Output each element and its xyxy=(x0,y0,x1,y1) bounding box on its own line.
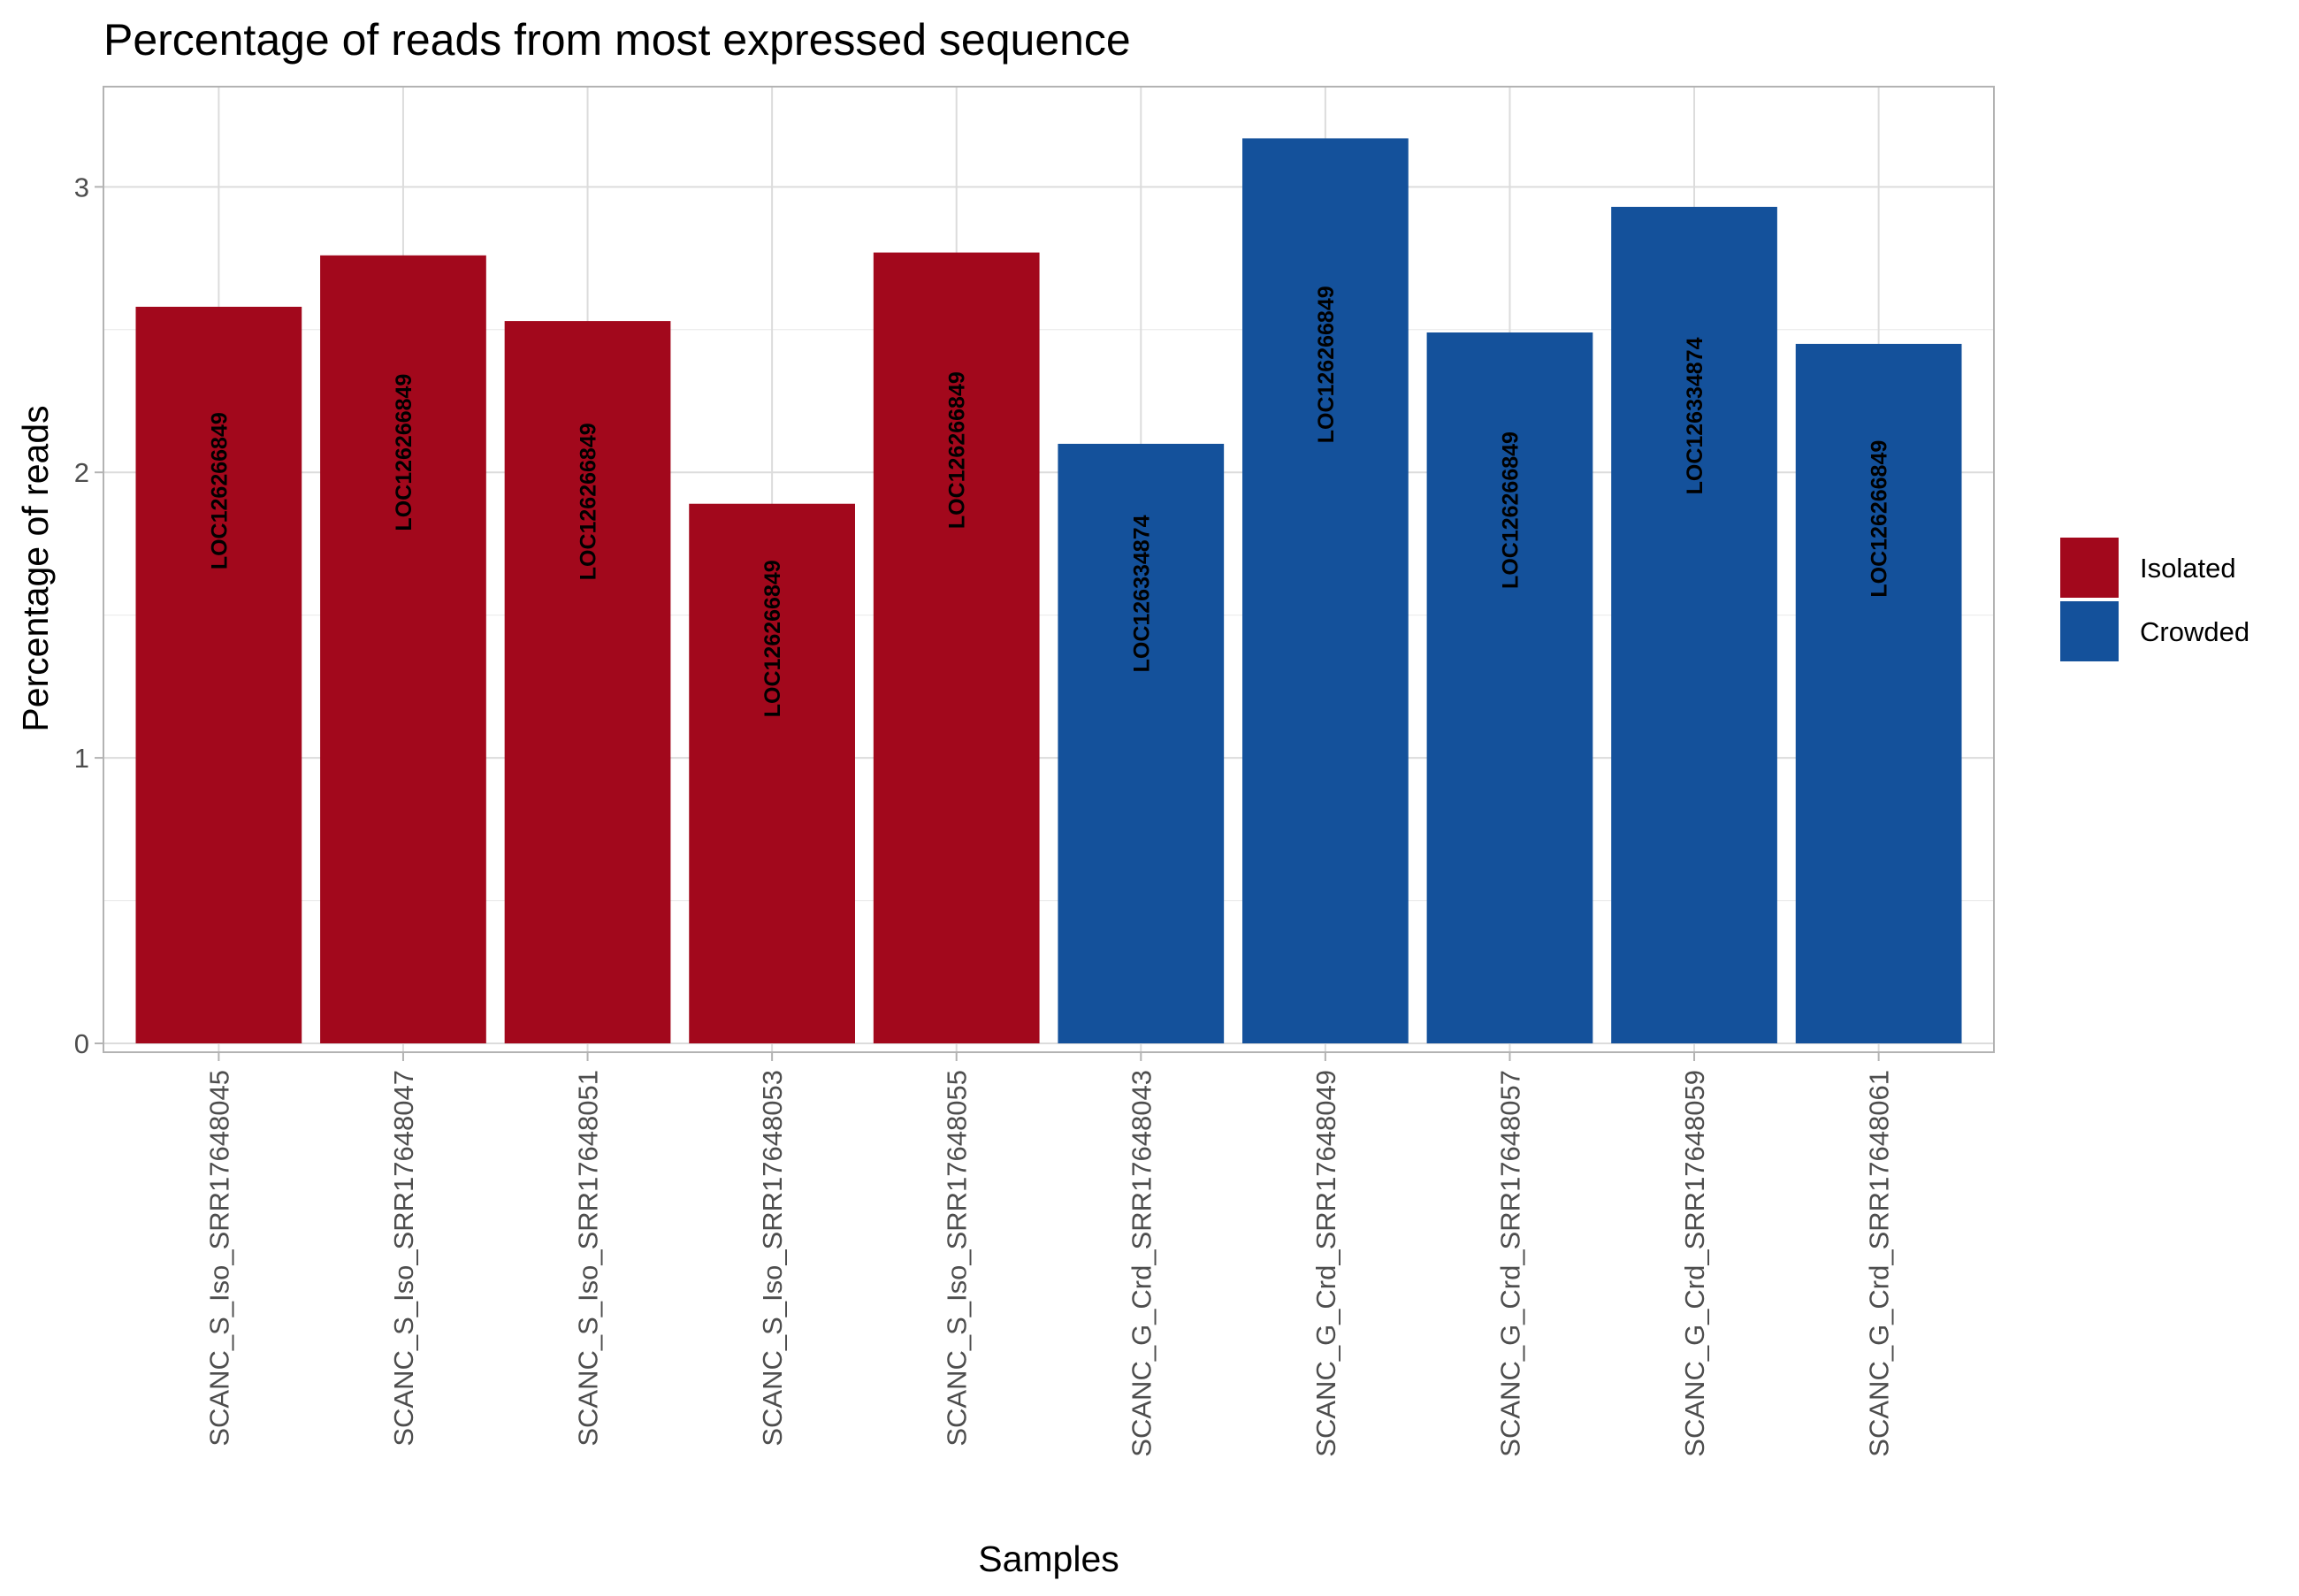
bar-SCANC_S_Iso_SRR17648047 xyxy=(320,255,486,1043)
legend-label: Isolated xyxy=(2140,553,2236,584)
x-tick-label: SCANC_G_Crd_SRR17648049 xyxy=(1310,1070,1341,1457)
bar-label: LOC126266849 xyxy=(1498,431,1523,589)
bar-label: LOC126266849 xyxy=(760,560,785,717)
bar-SCANC_S_Iso_SRR17648055 xyxy=(873,252,1040,1044)
x-tick-label: SCANC_S_Iso_SRR17648047 xyxy=(388,1070,419,1447)
bar-SCANC_G_Crd_SRR17648043 xyxy=(1058,443,1225,1043)
x-tick-label: SCANC_S_Iso_SRR17648051 xyxy=(573,1070,604,1447)
x-axis-title: Samples xyxy=(978,1539,1119,1579)
y-tick-label: 1 xyxy=(74,743,89,774)
bar-label: LOC126266849 xyxy=(1867,440,1892,598)
y-tick-label: 0 xyxy=(74,1028,89,1059)
legend-key-crowded xyxy=(2060,601,2119,661)
x-tick-label: SCANC_G_Crd_SRR17648059 xyxy=(1679,1070,1710,1457)
bar-label: LOC126334874 xyxy=(1129,515,1154,672)
bar-label: LOC126266849 xyxy=(207,412,232,569)
bar-SCANC_S_Iso_SRR17648045 xyxy=(135,306,302,1043)
bar-label: LOC126266849 xyxy=(392,374,416,531)
bar-SCANC_G_Crd_SRR17648057 xyxy=(1426,332,1593,1043)
bar-label: LOC126266849 xyxy=(945,371,970,529)
bar-SCANC_S_Iso_SRR17648053 xyxy=(689,503,855,1043)
plot-border xyxy=(103,86,1995,1053)
x-tick-label: SCANC_G_Crd_SRR17648061 xyxy=(1864,1070,1895,1457)
x-tick-label: SCANC_S_Iso_SRR17648053 xyxy=(757,1070,788,1447)
legend-key-isolated xyxy=(2060,538,2119,598)
y-axis-title: Percentage of reads xyxy=(15,405,56,731)
x-tick-label: SCANC_S_Iso_SRR17648045 xyxy=(203,1070,234,1447)
bar-label: LOC126334874 xyxy=(1683,337,1707,494)
bar-SCANC_S_Iso_SRR17648051 xyxy=(504,321,671,1043)
bar-SCANC_G_Crd_SRR17648049 xyxy=(1242,138,1409,1044)
legend-label: Crowded xyxy=(2140,616,2249,647)
y-tick-label: 2 xyxy=(74,457,89,488)
bar-label: LOC126266849 xyxy=(577,423,601,580)
x-tick-label: SCANC_S_Iso_SRR17648055 xyxy=(942,1070,973,1447)
x-tick-label: SCANC_G_Crd_SRR17648043 xyxy=(1126,1070,1157,1457)
bar-SCANC_G_Crd_SRR17648061 xyxy=(1795,343,1962,1043)
x-tick-label: SCANC_G_Crd_SRR17648057 xyxy=(1494,1070,1525,1457)
chart-title: Percentage of reads from most expressed … xyxy=(103,15,1131,65)
y-tick-label: 3 xyxy=(74,172,89,202)
bar-label: LOC126266849 xyxy=(1314,286,1339,443)
legend: Isolated Crowded xyxy=(2060,538,2249,661)
bar-SCANC_G_Crd_SRR17648059 xyxy=(1611,206,1777,1043)
